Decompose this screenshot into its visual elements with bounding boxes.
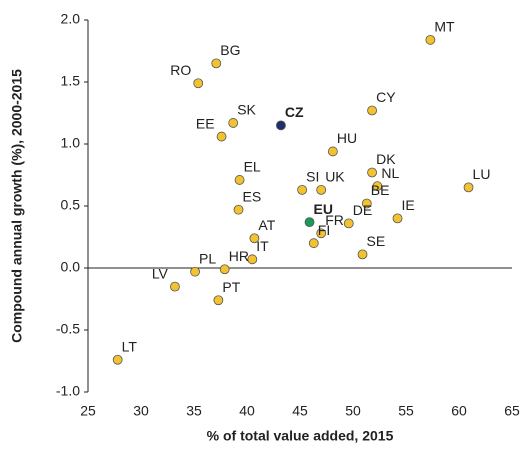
point [276,120,286,131]
x-axis-title: % of total value added, 2015 [207,428,394,444]
y-tick-label: -0.5 [56,321,80,337]
y-tick-label: 1.5 [61,73,81,89]
point [367,167,377,178]
point-label: HR [229,248,249,264]
point-label: LT [122,338,138,354]
x-tick-label: 40 [239,403,255,419]
point [425,34,436,45]
point [297,184,308,195]
point [304,217,315,228]
y-tick-label: 2.0 [61,11,81,27]
point [233,204,244,215]
point-label: LV [152,265,169,281]
x-tick-label: 50 [345,403,361,419]
point-label: MT [434,19,455,35]
point [372,181,383,192]
point-label: LU [473,166,491,182]
point [249,233,260,244]
point-label: CY [376,89,396,105]
x-tick-label: 35 [186,403,202,419]
point-label: ES [243,188,262,204]
point-label: NL [381,165,399,181]
point-label: BE [371,182,390,198]
point [247,254,258,265]
point-label: IT [256,238,269,254]
point [228,118,239,128]
point [211,58,222,69]
x-tick-label: 60 [451,403,467,419]
point-label: SI [306,169,319,185]
x-tick-label: 55 [398,403,414,419]
point-label: SE [367,233,386,249]
point-label: FI [318,222,330,238]
point [216,131,227,142]
point [193,78,204,89]
point-label: CZ [285,104,304,120]
point [316,228,327,239]
point [308,238,319,249]
x-tick-label: 30 [133,403,149,419]
point [392,213,403,224]
point-label: DK [376,151,396,167]
x-tick-label: 25 [80,403,96,419]
y-axis-title: Compound annual growth (%), 2000-2015 [9,69,25,343]
point-label: FR [325,212,344,228]
point [213,295,224,306]
point-label: UK [325,169,345,185]
x-tick-label: 45 [292,403,308,419]
point-label: EE [196,115,215,131]
y-tick-label: -1.0 [56,383,80,399]
point [190,266,200,277]
point-label: RO [170,62,191,78]
y-tick-label: 0.0 [61,259,81,275]
point [219,264,230,275]
point [112,354,123,365]
point [327,146,338,157]
point-label: HU [337,130,357,146]
point-label: EU [314,201,333,217]
x-tick-label: 65 [504,403,520,419]
point [463,182,474,193]
point [367,105,377,116]
point-label: DE [353,202,372,218]
point [343,218,354,229]
point-label: PT [222,279,240,295]
point [361,198,372,209]
point-label: IE [402,197,415,213]
point-label: EL [244,159,261,175]
y-tick-label: 0.5 [61,197,81,213]
point-label: SK [237,102,256,118]
point [234,175,245,185]
point [170,281,180,292]
point [316,184,327,195]
point [357,249,368,260]
point-label: AT [258,217,275,233]
point-label: BG [220,42,240,58]
y-tick-label: 1.0 [61,135,81,151]
point-label: PL [199,250,216,266]
